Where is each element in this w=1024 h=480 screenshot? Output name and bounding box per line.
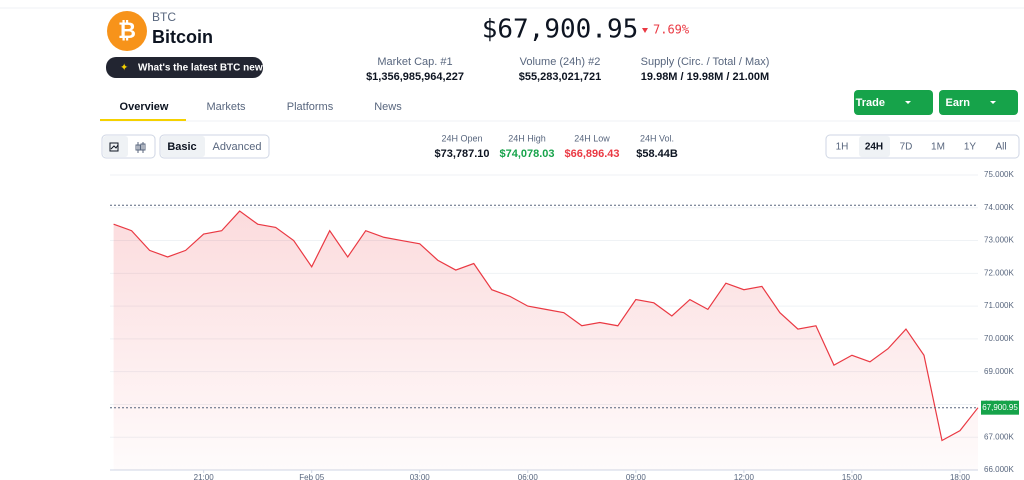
x-tick-label: 12:00 (734, 473, 755, 480)
line-icon (109, 142, 119, 152)
trade-button[interactable] (854, 90, 933, 115)
y-tick-label: 66.000K (984, 465, 1014, 474)
stat-label: Market Cap. #1 (377, 56, 452, 68)
stat-label: Supply (Circ. / Total / Max) (641, 56, 770, 68)
news-pill[interactable] (106, 57, 263, 78)
coin-change: 7.69% (653, 23, 690, 37)
day-stat-label: 24H High (508, 133, 546, 143)
coin-logo (107, 11, 147, 51)
range-option[interactable]: 1Y (964, 142, 977, 153)
view-mode[interactable]: Basic (167, 141, 196, 153)
view-mode-selected[interactable] (161, 136, 205, 157)
stat-value: 19.98M / 19.98M / 21.00M (641, 71, 769, 83)
x-tick-label: 09:00 (626, 473, 647, 480)
current-price-label: 67,900.95 (982, 403, 1018, 412)
y-tick-label: 72.000K (984, 268, 1014, 277)
button-caret (990, 101, 996, 104)
y-tick-label: 73.000K (984, 236, 1014, 245)
day-stat-label: 24H Open (441, 133, 482, 143)
x-tick-label: 06:00 (518, 473, 539, 480)
range-selected[interactable] (859, 136, 890, 157)
y-tick-label: 75.000K (984, 170, 1014, 179)
coin-price: $67,900.95 (482, 15, 639, 45)
x-tick-label: 15:00 (842, 473, 863, 480)
x-tick-label: 21:00 (194, 473, 215, 480)
coin-symbol: BTC (152, 10, 176, 24)
range-option[interactable]: All (995, 142, 1006, 153)
tab[interactable]: Platforms (287, 101, 334, 113)
day-stat-value: $74,078.03 (499, 148, 554, 160)
change-arrow (642, 28, 648, 33)
stat-label: Volume (24h) #2 (520, 56, 601, 68)
day-stat-value: $73,787.10 (434, 148, 489, 160)
day-stat-value: $58.44B (636, 148, 678, 160)
stat-value: $55,283,021,721 (519, 71, 602, 83)
tab[interactable]: Markets (206, 101, 246, 113)
line-mode[interactable] (103, 136, 128, 157)
y-tick-label: 69.000K (984, 367, 1014, 376)
coin-name: Bitcoin (152, 27, 213, 47)
button-caret (905, 101, 911, 104)
price-line (113, 210, 979, 442)
y-tick-label: 74.000K (984, 203, 1014, 212)
y-tick-label: 67.000K (984, 432, 1014, 441)
range-option[interactable]: 1M (931, 142, 945, 153)
earn-button[interactable] (939, 90, 1018, 115)
range-option[interactable]: 7D (900, 142, 913, 153)
stat-value: $1,356,985,964,227 (366, 71, 464, 83)
coin-logo-glyph: ₿ (118, 18, 136, 43)
day-stat-value: $66,896.43 (564, 148, 619, 160)
range-toggle[interactable] (825, 134, 1020, 159)
range-option[interactable]: 1H (836, 142, 849, 153)
x-tick-label: Feb 05 (299, 473, 324, 480)
day-stat-label: 24H Low (574, 133, 610, 143)
tab[interactable]: Overview (120, 101, 169, 113)
day-stat-label: 24H Vol. (640, 133, 674, 143)
x-tick-label: 18:00 (950, 473, 971, 480)
area (113, 211, 978, 471)
x-tick-label: 03:00 (410, 473, 431, 480)
candle-icon (135, 142, 146, 153)
button-label[interactable]: Earn (946, 97, 971, 109)
y-tick-label: 70.000K (984, 334, 1014, 343)
tab[interactable]: News (374, 101, 402, 113)
view-mode[interactable]: Advanced (213, 141, 262, 153)
news-text[interactable]: What's the latest BTC news? (138, 63, 274, 74)
news-icon: ✦ (120, 63, 128, 74)
button-label[interactable]: Trade (856, 97, 885, 109)
range-option[interactable]: 24H (865, 142, 883, 153)
current-price-tag (981, 400, 1019, 415)
y-tick-label: 71.000K (984, 301, 1014, 310)
